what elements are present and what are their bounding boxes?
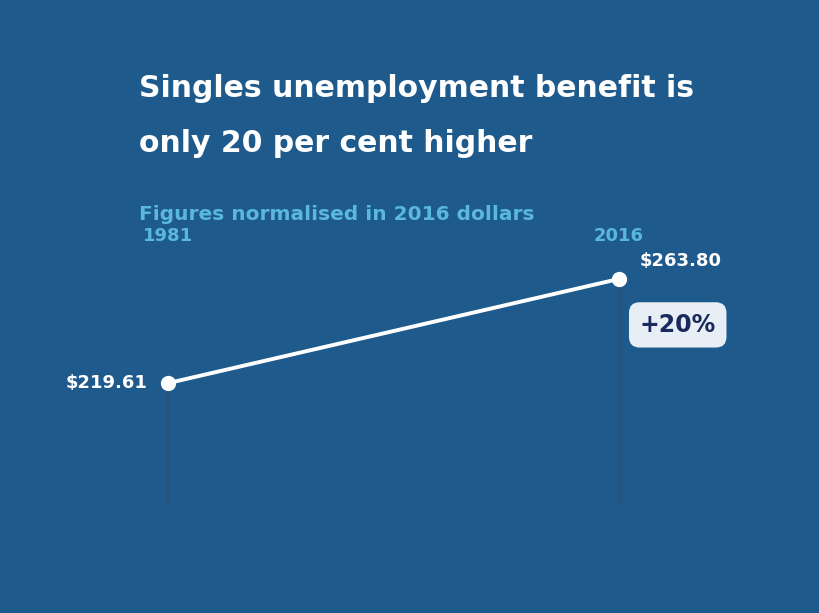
Text: +20%: +20% xyxy=(639,313,715,337)
Text: Singles unemployment benefit is: Singles unemployment benefit is xyxy=(139,74,694,102)
Text: 2016: 2016 xyxy=(594,227,643,245)
Text: Figures normalised in 2016 dollars: Figures normalised in 2016 dollars xyxy=(139,205,534,224)
Text: only 20 per cent higher: only 20 per cent higher xyxy=(139,129,532,158)
Text: $219.61: $219.61 xyxy=(66,374,147,392)
Text: $263.80: $263.80 xyxy=(639,251,721,270)
Text: 1981: 1981 xyxy=(143,227,193,245)
